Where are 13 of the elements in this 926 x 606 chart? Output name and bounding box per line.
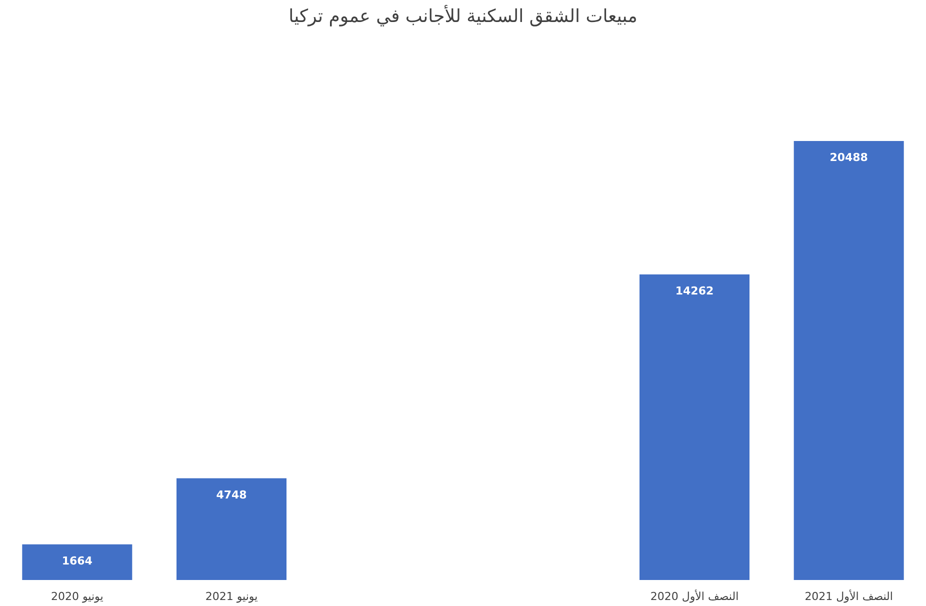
chart-title: مبيعات الشقق السكنية للأجانب في عموم تركيا: [288, 4, 638, 27]
x-tick-label: النصف الأول 2020: [650, 589, 739, 603]
data-label: 1664: [62, 554, 93, 568]
data-label: 20488: [830, 151, 868, 164]
x-tick-label: النصف الأول 2021: [804, 589, 893, 603]
bar: [794, 141, 904, 580]
data-label: 4748: [216, 488, 247, 502]
x-tick-label: يونيو 2020: [51, 590, 104, 603]
bar: [176, 478, 286, 580]
bar: [640, 274, 750, 580]
data-label: 14262: [675, 284, 714, 298]
bar: [22, 544, 132, 580]
x-tick-label: يونيو 2021: [205, 590, 258, 603]
